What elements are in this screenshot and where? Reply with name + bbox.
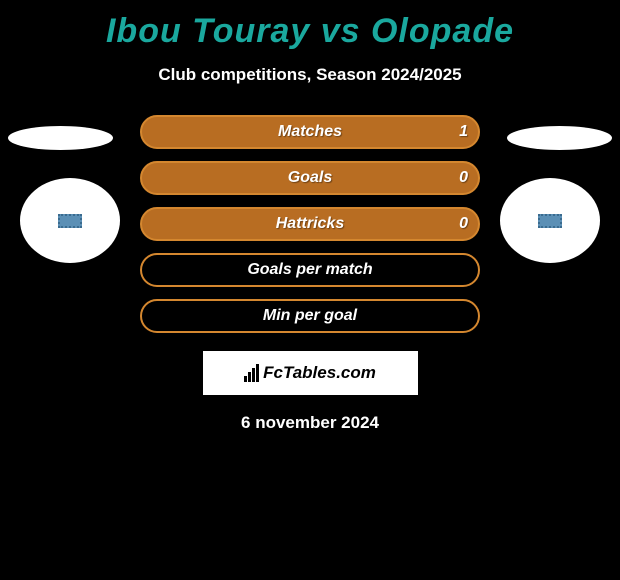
- stat-row-goals-per-match: Goals per match: [140, 253, 480, 287]
- stat-row-hattricks: Hattricks 0: [140, 207, 480, 241]
- stat-row-min-per-goal: Min per goal: [140, 299, 480, 333]
- fctables-logo: FcTables.com: [203, 351, 418, 395]
- chart-icon: [244, 364, 259, 382]
- stat-label: Min per goal: [263, 307, 357, 325]
- stat-label: Goals per match: [247, 261, 372, 279]
- comparison-subtitle: Club competitions, Season 2024/2025: [0, 65, 620, 85]
- stat-label: Hattricks: [276, 215, 344, 233]
- date-text: 6 november 2024: [0, 413, 620, 433]
- comparison-title: Ibou Touray vs Olopade: [0, 0, 620, 51]
- player-left-flag: [8, 126, 113, 150]
- stat-value-right: 1: [459, 123, 468, 141]
- stat-label: Matches: [278, 123, 342, 141]
- stat-value-right: 0: [459, 169, 468, 187]
- badge-icon: [58, 214, 82, 228]
- player-left-badge: [20, 178, 120, 263]
- stat-row-matches: Matches 1: [140, 115, 480, 149]
- stat-label: Goals: [288, 169, 332, 187]
- player-right-flag: [507, 126, 612, 150]
- stat-value-right: 0: [459, 215, 468, 233]
- logo-text: FcTables.com: [263, 363, 376, 383]
- badge-icon: [538, 214, 562, 228]
- stat-row-goals: Goals 0: [140, 161, 480, 195]
- player-right-badge: [500, 178, 600, 263]
